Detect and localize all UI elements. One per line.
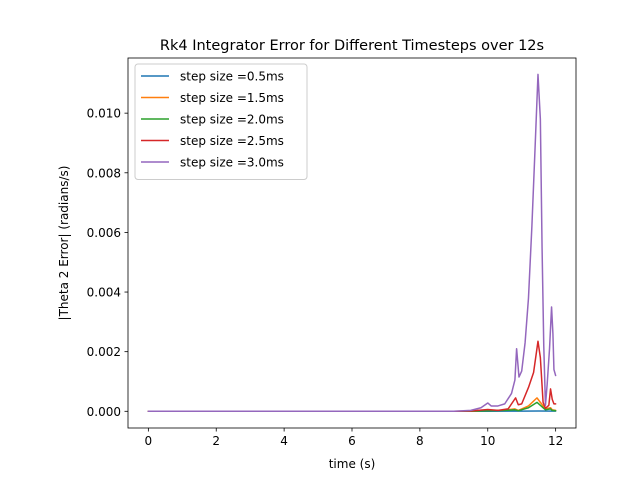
legend-label: step size =2.0ms — [180, 113, 284, 127]
legend-label: step size =3.0ms — [180, 156, 284, 170]
legend-label: step size =2.5ms — [180, 134, 284, 148]
x-axis-label: time (s) — [329, 457, 376, 471]
y-tick-label: 0.002 — [87, 345, 121, 359]
x-tick-label: 4 — [280, 434, 288, 448]
y-tick-label: 0.006 — [87, 226, 121, 240]
legend-label: step size =1.5ms — [180, 91, 284, 105]
y-tick-label: 0.010 — [87, 107, 121, 121]
x-tick-label: 10 — [480, 434, 495, 448]
x-tick-label: 8 — [416, 434, 424, 448]
x-tick-label: 6 — [348, 434, 356, 448]
legend: step size =0.5ms step size =1.5ms step siz… — [135, 64, 307, 180]
y-tick-label: 0.008 — [87, 166, 121, 180]
x-tick-label: 0 — [145, 434, 153, 448]
y-axis-label: |Theta 2 Error| (radians/s) — [57, 166, 71, 321]
legend-label: step size =0.5ms — [180, 70, 284, 84]
y-tick-label: 0.000 — [87, 405, 121, 419]
x-tick-label: 2 — [212, 434, 220, 448]
x-tick-label: 12 — [548, 434, 563, 448]
chart-title: Rk4 Integrator Error for Different Times… — [160, 38, 544, 54]
y-tick-label: 0.004 — [87, 286, 121, 300]
